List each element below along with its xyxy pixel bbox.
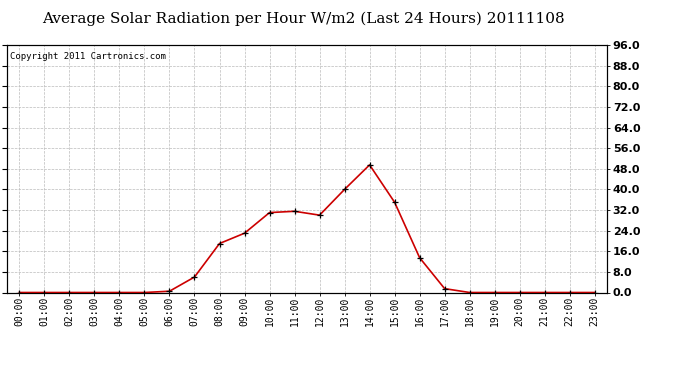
Text: Average Solar Radiation per Hour W/m2 (Last 24 Hours) 20111108: Average Solar Radiation per Hour W/m2 (L… [42, 11, 565, 26]
Text: Copyright 2011 Cartronics.com: Copyright 2011 Cartronics.com [10, 53, 166, 62]
